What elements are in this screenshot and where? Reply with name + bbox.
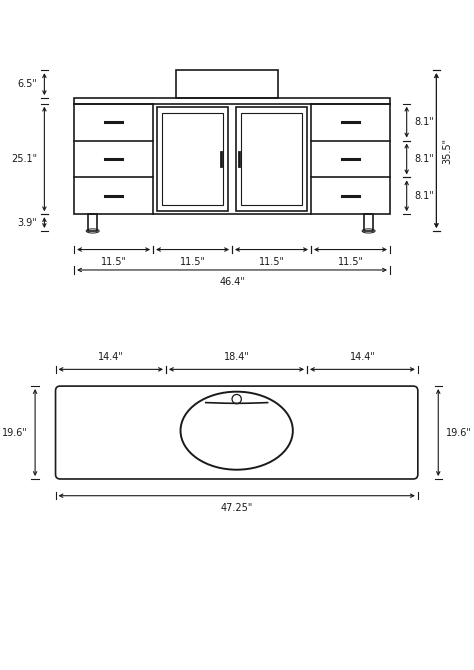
Bar: [88, 214, 97, 231]
Text: 47.25": 47.25": [220, 503, 253, 513]
Bar: [74, 98, 390, 214]
Text: 8.1": 8.1": [414, 154, 434, 164]
Bar: [163, 113, 223, 205]
Bar: [157, 107, 228, 210]
Text: 11.5": 11.5": [337, 257, 364, 267]
Text: 14.4": 14.4": [349, 352, 375, 362]
Text: 8.1": 8.1": [414, 191, 434, 201]
Text: 19.6": 19.6": [446, 427, 472, 438]
Text: 11.5": 11.5": [180, 257, 206, 267]
Text: 6.5": 6.5": [17, 79, 37, 89]
Bar: [364, 214, 373, 231]
Text: 19.6": 19.6": [2, 427, 27, 438]
Text: 11.5": 11.5": [258, 257, 284, 267]
Text: 35.5": 35.5": [443, 137, 453, 163]
Text: 46.4": 46.4": [219, 277, 245, 287]
Text: 3.9": 3.9": [17, 218, 37, 228]
Text: 14.4": 14.4": [98, 352, 124, 362]
Bar: [241, 113, 302, 205]
Text: 8.1": 8.1": [414, 117, 434, 127]
Bar: [236, 107, 307, 210]
Text: 18.4": 18.4": [224, 352, 249, 362]
Text: 11.5": 11.5": [100, 257, 127, 267]
Bar: [176, 70, 279, 98]
Text: 25.1": 25.1": [11, 154, 37, 164]
